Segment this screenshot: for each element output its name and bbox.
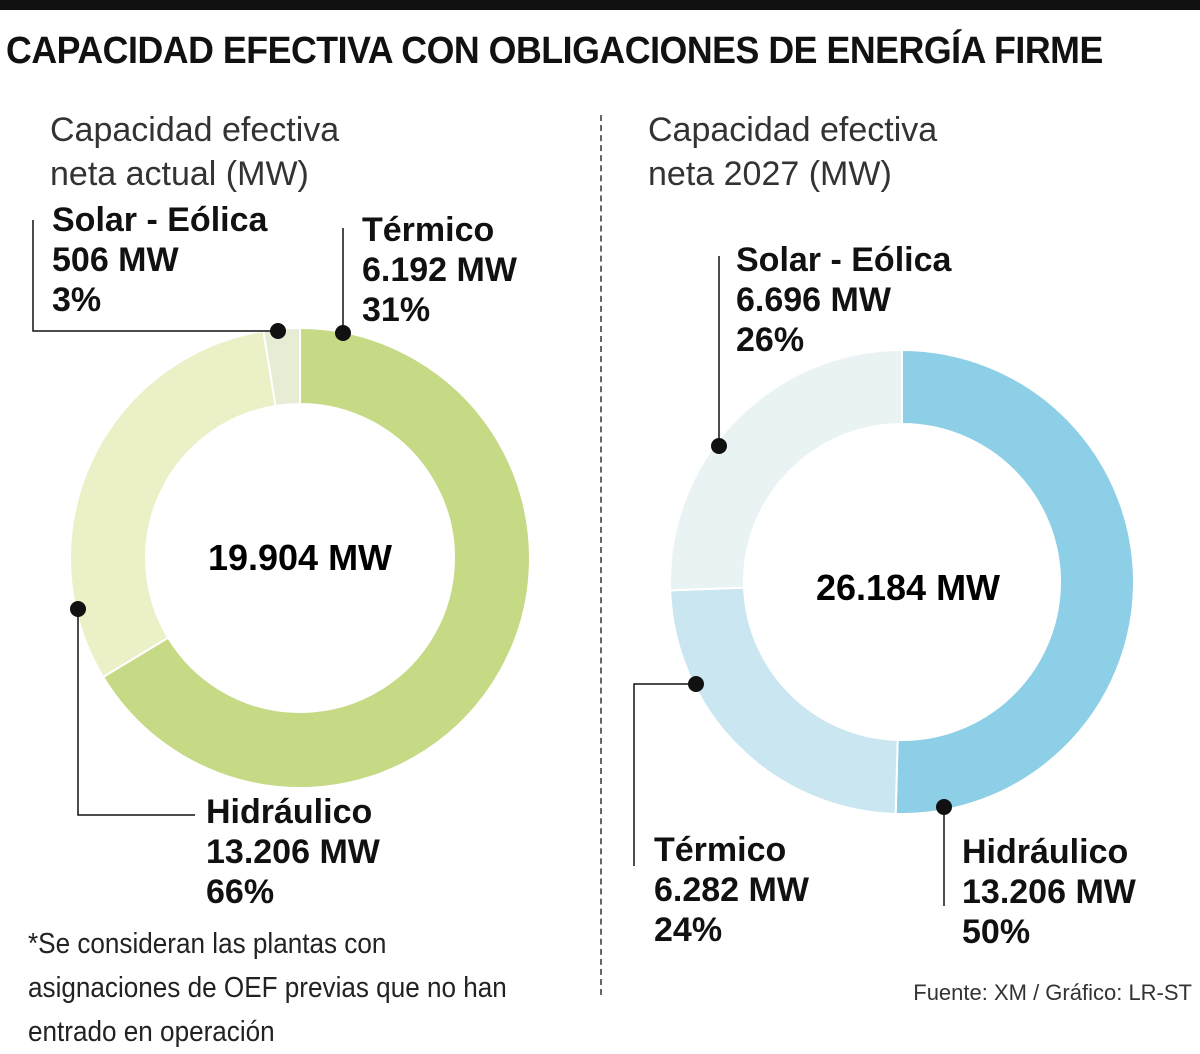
left-solar-dot bbox=[270, 323, 286, 339]
right-termico-dot bbox=[688, 676, 704, 692]
right-label-termico: Térmico 6.282 MW 24% bbox=[654, 830, 809, 950]
footnote: *Se consideran las plantas con asignacio… bbox=[28, 928, 507, 1048]
left-termico-dot bbox=[335, 325, 351, 341]
left-total-label: 19.904 MW bbox=[208, 537, 392, 578]
left-termico-name: Térmico bbox=[362, 211, 495, 249]
right-hidraulico-value: 13.206 MW bbox=[962, 873, 1136, 911]
right-total-label: 26.184 MW bbox=[816, 567, 1000, 608]
left-subtitle-line-2: neta actual (MW) bbox=[50, 155, 309, 193]
left-solar-value: 506 MW bbox=[52, 241, 179, 279]
chart-title: CAPACIDAD EFECTIVA CON OBLIGACIONES DE E… bbox=[6, 30, 1103, 72]
left-termico-pct: 31% bbox=[362, 291, 431, 329]
left-hidraulico-name: Hidráulico bbox=[206, 793, 373, 831]
right-slice-solar-e-lica bbox=[669, 348, 903, 592]
left-subtitle-line-1: Capacidad efectiva bbox=[50, 111, 340, 149]
right-slice-t-rmico bbox=[669, 586, 899, 815]
left-solar-pct: 3% bbox=[52, 281, 102, 319]
left-solar-name: Solar - Eólica bbox=[52, 201, 268, 239]
left-chart-subtitle: Capacidad efectiva neta actual (MW) bbox=[50, 108, 430, 196]
left-label-solar: Solar - Eólica 506 MW 3% bbox=[52, 200, 267, 320]
right-solar-pct: 26% bbox=[736, 321, 805, 359]
right-hidraulico-dot bbox=[936, 799, 952, 815]
left-solar-leader bbox=[32, 220, 278, 332]
right-hidraulico-pct: 50% bbox=[962, 913, 1031, 951]
top-rule bbox=[0, 0, 1200, 10]
right-hidraulico-name: Hidráulico bbox=[962, 833, 1129, 871]
right-slice-hidr-ulico bbox=[894, 348, 1135, 815]
right-solar-value: 6.696 MW bbox=[736, 281, 891, 319]
right-subtitle-line-1: Capacidad efectiva bbox=[648, 111, 938, 149]
right-solar-name: Solar - Eólica bbox=[736, 241, 952, 279]
donut-left bbox=[69, 326, 531, 789]
right-label-hidraulico: Hidráulico 13.206 MW 50% bbox=[962, 832, 1136, 952]
right-termico-leader bbox=[633, 683, 696, 866]
right-termico-value: 6.282 MW bbox=[654, 871, 809, 909]
left-hidraulico-leader bbox=[77, 609, 195, 816]
left-termico-value: 6.192 MW bbox=[362, 251, 517, 289]
left-hidraulico-pct: 66% bbox=[206, 873, 275, 911]
left-label-termico: Térmico 6.192 MW 31% bbox=[362, 210, 517, 330]
donut-charts: 19.904 MW 26.184 MW bbox=[32, 220, 1135, 906]
left-label-hidraulico: Hidráulico 13.206 MW 66% bbox=[206, 792, 380, 912]
left-hidraulico-dot bbox=[70, 601, 86, 617]
right-subtitle-line-2: neta 2027 (MW) bbox=[648, 155, 892, 193]
right-chart-subtitle: Capacidad efectiva neta 2027 (MW) bbox=[648, 108, 1028, 196]
right-label-solar: Solar - Eólica 6.696 MW 26% bbox=[736, 240, 951, 360]
left-slice-t-rmico bbox=[69, 329, 277, 679]
source-credit: Fuente: XM / Gráfico: LR-ST bbox=[913, 980, 1192, 1005]
donut-right bbox=[669, 348, 1135, 815]
right-termico-pct: 24% bbox=[654, 911, 723, 949]
right-termico-name: Térmico bbox=[654, 831, 787, 869]
leader-lines bbox=[32, 220, 952, 906]
panel-divider bbox=[600, 115, 602, 995]
right-solar-dot bbox=[711, 438, 727, 454]
left-hidraulico-value: 13.206 MW bbox=[206, 833, 380, 871]
left-slice-hidr-ulico bbox=[101, 326, 531, 789]
